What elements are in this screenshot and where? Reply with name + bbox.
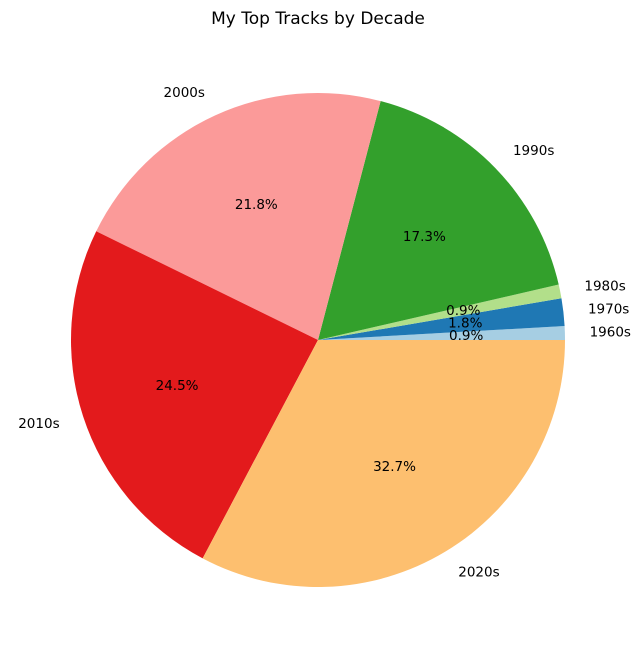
slice-label-1970s: 1970s	[588, 301, 629, 317]
pie-slice-1970s	[318, 298, 565, 340]
pie-slice-1990s	[318, 101, 559, 341]
pie-labels: 0.9% 1960s 1.8% 1970s 0.9% 1980s 17.3% 1990s 21.…	[18, 85, 631, 581]
pie-slice-1960s	[318, 326, 565, 340]
slice-label-2010s: 2010s	[18, 416, 59, 432]
slice-label-1980s: 1980s	[584, 279, 625, 295]
slice-label-2000s: 2000s	[164, 85, 205, 101]
slice-label-1960s: 1960s	[590, 324, 631, 340]
pie-slice-2010s	[70, 231, 318, 559]
pct-label-2020s: 32.7%	[373, 459, 416, 475]
pct-label-1960s: 0.9%	[449, 328, 483, 344]
pct-label-2000s: 21.8%	[235, 197, 278, 213]
pie-slice-2000s	[96, 93, 381, 340]
pie-slice-2020s	[202, 340, 565, 587]
slice-label-1990s: 1990s	[513, 143, 554, 159]
pct-label-1990s: 17.3%	[403, 229, 446, 245]
pie-slices	[70, 93, 565, 587]
pct-label-1970s: 1.8%	[448, 315, 482, 331]
pie-slice-1980s	[318, 284, 562, 340]
slice-label-2020s: 2020s	[458, 565, 499, 581]
pct-label-1980s: 0.9%	[446, 303, 480, 319]
chart-title: My Top Tracks by Decade	[211, 9, 425, 29]
pct-label-2010s: 24.5%	[156, 378, 199, 394]
